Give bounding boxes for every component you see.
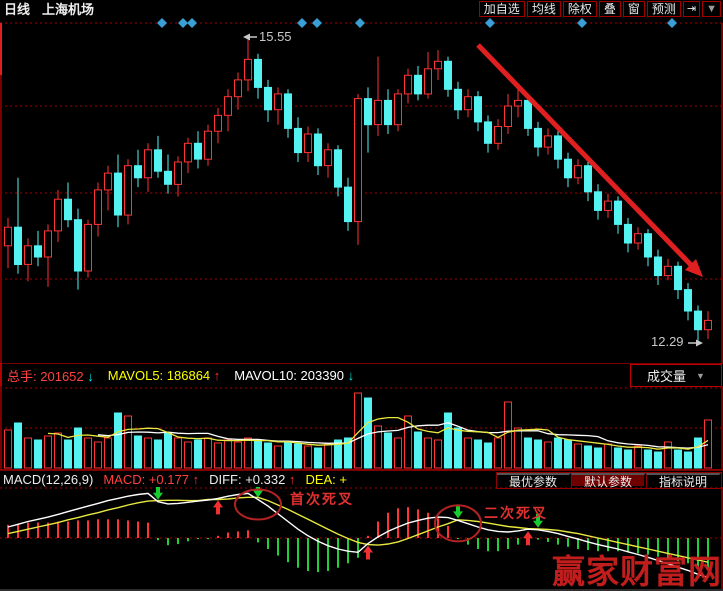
mavol5-value: 186864 — [166, 367, 211, 383]
peak-price-label: 15.55 — [259, 29, 292, 44]
second-death-cross-label: 二次死叉 — [484, 505, 548, 521]
mavol10-label: MAVOL10: — [234, 367, 297, 383]
diff-line — [7, 492, 709, 579]
mavol10: MAVOL10: 203390 ↓ — [234, 368, 354, 383]
window-bottom-edge — [0, 589, 723, 591]
candles — [4, 38, 712, 342]
top-bar: 日线 上海机场 加自选 均线 除权 叠 窗 预测 ⇥ ▼ — [0, 0, 723, 17]
indicator-selector-volume[interactable]: 成交量 ▼ — [630, 364, 722, 387]
diff-value: +0.332 — [245, 471, 286, 487]
macd-label: MACD: — [103, 471, 146, 487]
up-arrow-icon: ↑ — [288, 471, 296, 487]
diff-label: DIFF: — [209, 471, 242, 487]
dea-value: + — [339, 471, 348, 487]
macd-formula: MACD(12,26,9) — [3, 471, 94, 487]
macd-chart[interactable] — [0, 487, 723, 591]
dea-label: DEA: — [305, 471, 336, 487]
mavol5-label: MAVOL5: — [107, 367, 164, 383]
volume-bars — [4, 392, 712, 469]
mavol5: MAVOL5: 186864 ↑ — [108, 368, 221, 383]
add-watchlist-button[interactable]: 加自选 — [478, 0, 525, 17]
macd-value: +0.177 — [148, 471, 189, 487]
down-arrow-icon: ↓ — [347, 367, 355, 383]
volume-chart[interactable] — [0, 386, 723, 470]
downtrend-arrow — [476, 43, 703, 277]
period-label: 日线 — [4, 2, 31, 17]
price-annotations — [243, 33, 703, 347]
overlay-button[interactable]: 叠 — [598, 0, 621, 17]
macd-gridlines — [0, 487, 723, 591]
ex-rights-button[interactable]: 除权 — [562, 0, 597, 17]
down-arrow-icon: ↓ — [87, 368, 94, 384]
watermark: 赢家财富网 — [552, 555, 722, 591]
mavol10-line — [97, 422, 709, 449]
low-price-label: 12.29 — [651, 334, 684, 349]
up-arrow-icon: ↑ — [213, 367, 221, 383]
signal-diamonds — [157, 18, 677, 28]
arrow-to-bar-icon[interactable]: ⇥ — [682, 0, 701, 17]
candlestick-chart[interactable] — [0, 17, 723, 363]
diff-value-group: DIFF: +0.332 ↑ — [209, 472, 295, 487]
mavol10-value: 203390 — [300, 367, 344, 383]
volume-status-bar: 总手: 201652 ↓ MAVOL5: 186864 ↑ MAVOL10: 2… — [0, 363, 723, 387]
mavol5-line — [47, 416, 709, 450]
stock-name: 上海机场 — [42, 2, 95, 17]
total-lots-label: 总手: — [7, 368, 37, 384]
toolbar: 加自选 均线 除权 叠 窗 预测 ⇥ ▼ — [478, 0, 723, 17]
total-lots: 总手: 201652 ↓ — [7, 366, 94, 385]
forecast-button[interactable]: 预测 — [646, 0, 681, 17]
dea-line — [7, 496, 709, 563]
indicator-help-button[interactable]: 指标说明 — [645, 473, 721, 489]
chevron-down-icon: ▼ — [696, 370, 705, 381]
window-button[interactable]: 窗 — [622, 0, 645, 17]
dropdown-arrow-icon[interactable]: ▼ — [702, 0, 721, 17]
parameter-button-group: 最优参数 默认参数 指标说明 — [495, 472, 722, 489]
macd-histogram — [7, 507, 709, 573]
first-death-cross-label: 首次死叉 — [290, 491, 354, 507]
indicator-selector-label: 成交量 — [647, 369, 687, 384]
total-lots-value: 201652 — [40, 368, 84, 384]
up-arrow-icon: ↑ — [192, 471, 200, 487]
optimal-params-button[interactable]: 最优参数 — [496, 473, 571, 489]
moving-average-button[interactable]: 均线 — [526, 0, 561, 17]
macd-value-group: MACD: +0.177 ↑ — [103, 472, 199, 487]
death-cross-circles — [234, 488, 482, 543]
macd-status-bar: MACD(12,26,9) MACD: +0.177 ↑ DIFF: +0.33… — [0, 470, 723, 489]
default-params-button[interactable]: 默认参数 — [570, 473, 646, 489]
chart-title: 日线 上海机场 — [0, 0, 94, 18]
pane-borders — [0, 23, 723, 363]
dea-value-group: DEA: + — [305, 472, 347, 487]
